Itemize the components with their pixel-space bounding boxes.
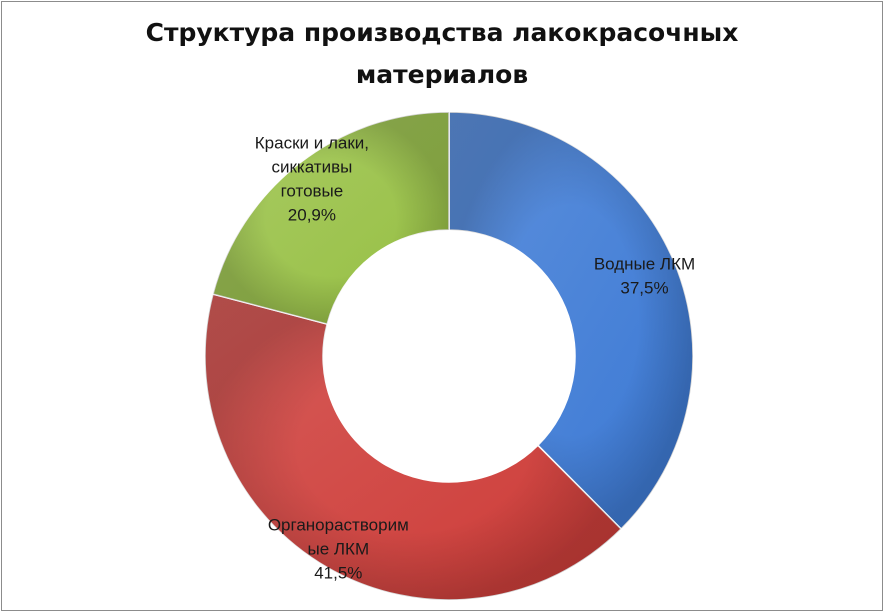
slice-label-2: Органорастворим ые ЛКМ 41,5% bbox=[268, 516, 409, 583]
slice-label-line: ые ЛКМ bbox=[307, 540, 369, 559]
slice-label-line: готовые bbox=[281, 181, 344, 200]
slice-label-line: Органорастворим bbox=[268, 516, 409, 535]
chart-title-line-2: материалов bbox=[355, 60, 529, 89]
slice-label-line: Водные ЛКМ bbox=[594, 254, 695, 273]
slice-value-3: 20,9% bbox=[288, 205, 336, 224]
slice-label-3: Краски и лаки, сиккативы готовые 20,9% bbox=[255, 133, 369, 224]
chart-title-line-1: Структура производства лакокрасочных bbox=[145, 18, 739, 47]
slice-label-1: Водные ЛКМ 37,5% bbox=[594, 254, 695, 297]
slice-label-line: Краски и лаки, bbox=[255, 133, 369, 152]
chart-title: Структура производства лакокрасочных мат… bbox=[2, 12, 882, 96]
slice-label-line: сиккативы bbox=[271, 157, 352, 176]
slice-value-2: 41,5% bbox=[314, 564, 362, 583]
slice-value-1: 37,5% bbox=[620, 278, 668, 297]
donut-slice-1 bbox=[448, 111, 694, 531]
